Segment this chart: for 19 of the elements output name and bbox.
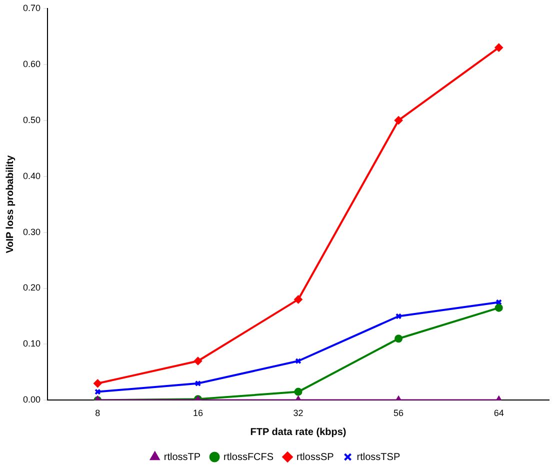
x-axis-title: FTP data rate (kbps) — [250, 426, 346, 438]
legend-label: rtlossFCFS — [224, 452, 274, 463]
x-tick-label: 8 — [95, 408, 100, 418]
y-tick-label: 0.40 — [22, 170, 41, 181]
x-tick-label: 56 — [394, 408, 404, 418]
x-tick-label: 64 — [494, 408, 504, 418]
x-tick-label: 16 — [192, 408, 203, 418]
legend-label: rtlossTP — [164, 452, 201, 463]
y-tick-label: 0.20 — [22, 282, 41, 293]
y-tick-label: 0.60 — [22, 58, 41, 69]
y-tick-label: 0.10 — [22, 338, 41, 349]
legend-label: rtlossSP — [296, 452, 334, 463]
x-tick-label: 32 — [293, 408, 304, 418]
legend-label: rtlossTSP — [356, 452, 400, 463]
y-tick-label: 0.00 — [22, 394, 41, 405]
y-tick-label: 0.30 — [22, 226, 41, 237]
y-tick-label: 0.70 — [22, 2, 41, 13]
y-axis-title: VoIP loss probability — [4, 154, 16, 254]
y-tick-label: 0.50 — [22, 114, 41, 125]
